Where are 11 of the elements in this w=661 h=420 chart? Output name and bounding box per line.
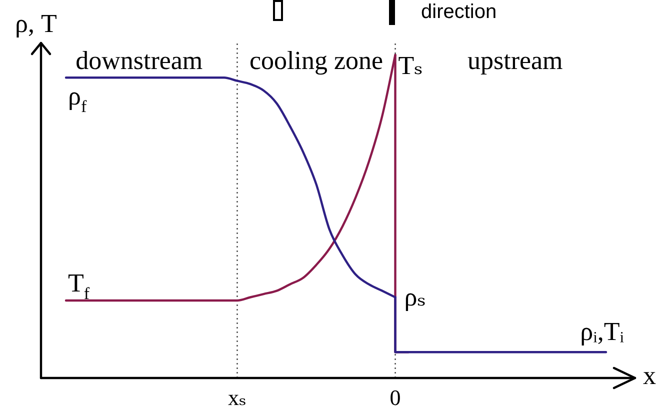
annotation: ρᵢ,Tᵢ xyxy=(580,317,625,346)
annotation: ρₛ xyxy=(404,282,426,312)
x-tick-label: 0 xyxy=(390,384,401,410)
annotation: cooling zone xyxy=(249,46,384,75)
annotation: downstream xyxy=(76,46,203,75)
annotation: upstream xyxy=(467,46,563,75)
x-tick-label: xₛ xyxy=(228,384,246,410)
x-axis-title: x xyxy=(643,361,656,390)
y-axis-title: ρ, T xyxy=(15,9,57,38)
annotation: Tₛ xyxy=(398,51,423,80)
text: direction xyxy=(421,1,497,23)
